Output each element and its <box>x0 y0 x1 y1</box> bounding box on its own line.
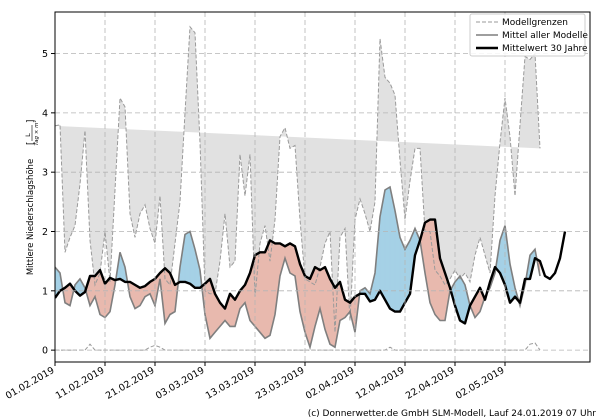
y-tick-label: 2 <box>42 227 48 238</box>
y-axis-unit-close: ] <box>26 120 36 123</box>
y-tick-label: 3 <box>42 168 48 179</box>
plot-frame <box>54 11 591 363</box>
footer-credit: (c) Donnerwetter.de GmbH SLM-Modell, Lau… <box>308 409 597 419</box>
y-axis-label: Mittlere Niederschlagshöhe [ L Tag × m² … <box>24 120 40 276</box>
y-tick-label: 0 <box>42 346 48 357</box>
ensemble-mean-line <box>55 185 541 351</box>
wetter-fill <box>184 231 191 284</box>
y-axis-unit-num: L <box>24 133 32 137</box>
legend: Modellgrenzen Mittel aller Modelle Mitte… <box>469 13 588 57</box>
legend-clim-label: Mittelwert 30 Jahre <box>502 44 588 54</box>
drier-fill <box>289 243 296 277</box>
wetter-fill <box>384 186 391 310</box>
y-axis-label-text: Mittlere Niederschlagshöhe <box>26 159 36 275</box>
legend-ensemble-label: Mittel aller Modelle <box>502 31 588 41</box>
axes-layer <box>54 11 591 363</box>
y-axis-unit-open: [ <box>26 142 36 145</box>
legend-box <box>469 13 586 57</box>
climatology-line <box>55 218 567 325</box>
drier-fill <box>259 252 266 339</box>
y-tick-label: 4 <box>42 108 48 119</box>
legend-bounds-label: Modellgrenzen <box>502 18 568 28</box>
y-axis-unit-den: Tag × m² <box>33 120 40 146</box>
y-tick-label: 1 <box>42 286 48 297</box>
y-tick-label: 5 <box>42 49 48 60</box>
